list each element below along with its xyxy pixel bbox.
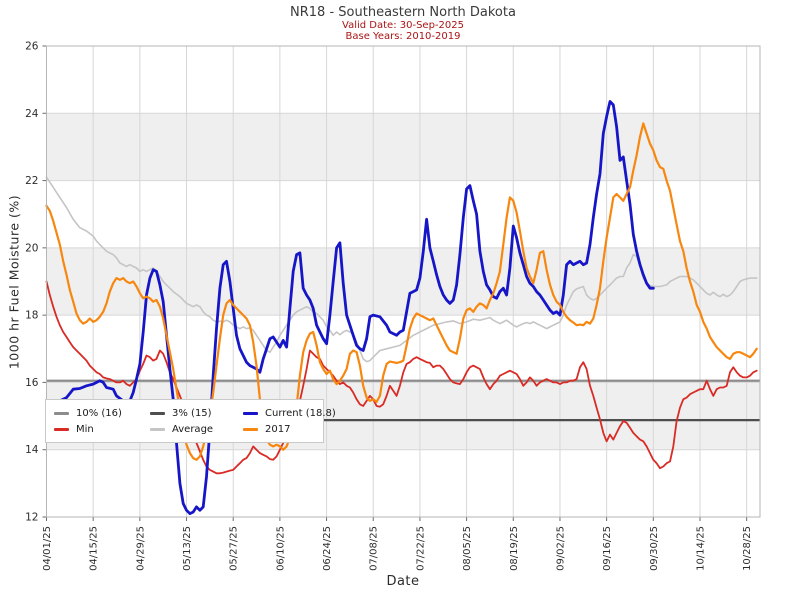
- y-tick-label: 14: [25, 444, 39, 456]
- x-tick-label: 05/27/25: [229, 526, 240, 571]
- base-years-subtitle: Base Years: 2010-2019: [345, 31, 461, 42]
- x-tick-label: 04/01/25: [42, 526, 53, 571]
- legend-item-p10: 10% (16): [54, 408, 150, 419]
- legend-item-avg: Average: [150, 424, 243, 435]
- legend-swatch-avg: [150, 427, 165, 431]
- y-tick-label: 20: [25, 242, 38, 254]
- x-tick-label: 08/05/25: [462, 526, 473, 571]
- legend-swatch-p10: [54, 411, 69, 415]
- x-tick-label: 06/24/25: [322, 526, 333, 571]
- x-tick-label: 05/13/25: [182, 526, 193, 571]
- legend-label-current: Current (18.8): [265, 407, 336, 419]
- legend-item-current: Current (18.8): [243, 408, 336, 419]
- series-min: [45, 280, 758, 475]
- legend-swatch-current: [243, 411, 258, 415]
- y-tick-label: 26: [25, 41, 39, 53]
- legend-swatch-min: [54, 427, 69, 431]
- series-current: [45, 100, 655, 515]
- legend-swatch-p3: [150, 411, 165, 415]
- x-tick-label: 07/22/25: [415, 526, 426, 571]
- legend-item-min: Min: [54, 424, 150, 435]
- x-tick-label: 04/29/25: [135, 526, 146, 571]
- x-axis-title: Date: [386, 574, 420, 589]
- plot-frame: [46, 45, 761, 518]
- x-tick-label: 07/08/25: [369, 526, 380, 571]
- y-tick-label: 22: [25, 175, 38, 187]
- y-tick-label: 12: [25, 512, 38, 524]
- x-tick-label: 09/16/25: [602, 526, 613, 571]
- x-tick-label: 08/19/25: [509, 526, 520, 571]
- legend-swatch-y2017: [243, 427, 258, 431]
- x-tick-label: 06/10/25: [275, 526, 286, 571]
- legend-label-min: Min: [76, 423, 94, 435]
- plot-band: [46, 113, 760, 181]
- x-tick-label: 09/30/25: [649, 526, 660, 571]
- plot-band: [46, 247, 760, 316]
- x-tick-label: 09/02/25: [555, 526, 566, 571]
- y-tick-label: 18: [25, 310, 38, 322]
- legend-label-p10: 10% (16): [76, 407, 122, 419]
- x-tick-label: 04/15/25: [89, 526, 100, 571]
- legend-label-p3: 3% (15): [172, 407, 212, 419]
- legend-item-y2017: 2017: [243, 424, 327, 435]
- series-y2017: [45, 122, 758, 461]
- y-tick-label: 24: [25, 108, 39, 120]
- page-title: NR18 - Southeastern North Dakota: [290, 5, 516, 20]
- valid-date-subtitle: Valid Date: 30-Sep-2025: [342, 20, 464, 31]
- legend-item-p3: 3% (15): [150, 408, 243, 419]
- legend: 10% (16) 3% (15) Current (18.8) Min Average 2…: [45, 399, 336, 443]
- x-tick-label: 10/14/25: [695, 526, 706, 571]
- legend-label-avg: Average: [172, 423, 214, 435]
- y-tick-label: 16: [25, 377, 39, 389]
- legend-label-y2017: 2017: [265, 423, 291, 435]
- y-axis-title: 1000 hr Fuel Moisture (%): [6, 194, 22, 370]
- x-tick-label: 10/28/25: [742, 526, 753, 571]
